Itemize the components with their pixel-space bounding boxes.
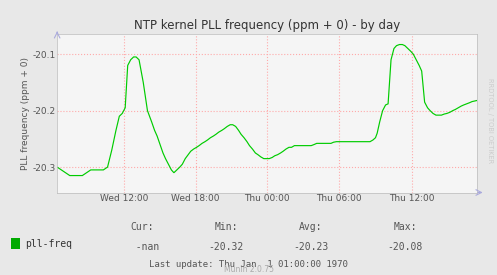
Text: RRDTOOL / TOBI OETIKER: RRDTOOL / TOBI OETIKER xyxy=(487,78,493,164)
Text: -nan: -nan xyxy=(124,243,159,252)
Text: Max:: Max: xyxy=(393,222,417,232)
Text: -20.23: -20.23 xyxy=(293,243,328,252)
Text: Avg:: Avg: xyxy=(299,222,323,232)
Text: Cur:: Cur: xyxy=(130,222,154,232)
Text: pll-freq: pll-freq xyxy=(25,239,72,249)
Text: -20.32: -20.32 xyxy=(209,243,244,252)
Y-axis label: PLL frequency (ppm + 0): PLL frequency (ppm + 0) xyxy=(21,57,30,170)
Title: NTP kernel PLL frequency (ppm + 0) - by day: NTP kernel PLL frequency (ppm + 0) - by … xyxy=(134,19,400,32)
Text: -20.08: -20.08 xyxy=(388,243,422,252)
Text: Min:: Min: xyxy=(214,222,238,232)
Text: Last update: Thu Jan  1 01:00:00 1970: Last update: Thu Jan 1 01:00:00 1970 xyxy=(149,260,348,269)
Text: Munin 2.0.75: Munin 2.0.75 xyxy=(224,265,273,274)
